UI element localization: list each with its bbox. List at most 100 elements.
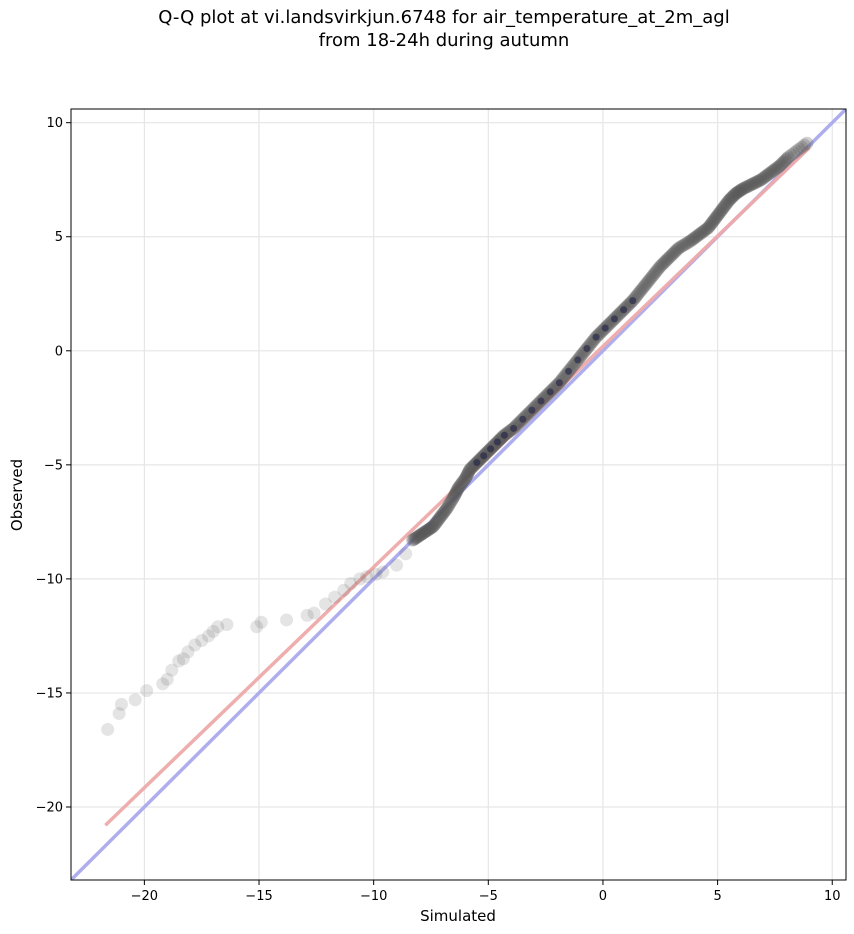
quantile-point-core bbox=[583, 345, 591, 353]
quantile-point bbox=[463, 462, 477, 476]
quantile-point bbox=[431, 513, 445, 527]
quantile-point bbox=[651, 263, 665, 277]
quantile-point bbox=[749, 175, 763, 189]
quantile-point bbox=[254, 615, 268, 629]
quantile-point bbox=[790, 144, 804, 158]
quantile-point bbox=[753, 173, 767, 187]
quantile-point-core bbox=[565, 367, 573, 375]
quantile-point bbox=[376, 565, 390, 579]
quantile-point bbox=[787, 146, 801, 160]
quantile-point bbox=[430, 514, 444, 528]
quantile-point bbox=[181, 645, 195, 659]
quantile-point bbox=[458, 472, 472, 486]
quantile-point bbox=[741, 179, 755, 193]
quantile-point bbox=[645, 269, 659, 283]
quantile-point bbox=[399, 547, 413, 561]
quantile-point-core bbox=[500, 431, 508, 439]
quantile-point bbox=[736, 182, 750, 196]
reference-lines bbox=[71, 109, 846, 880]
quantile-point bbox=[442, 498, 456, 512]
quantile-point bbox=[409, 531, 423, 545]
quantile-point bbox=[390, 558, 404, 572]
quantile-point bbox=[408, 532, 422, 546]
quantile-point bbox=[652, 261, 666, 275]
quantile-point bbox=[688, 230, 702, 244]
quantile-point bbox=[414, 527, 428, 541]
quantile-point bbox=[453, 478, 467, 492]
x-tick-label: −5 bbox=[479, 889, 498, 904]
quantile-point bbox=[691, 228, 705, 242]
quantile-point bbox=[369, 567, 383, 581]
quantile-point bbox=[758, 170, 772, 184]
x-tick-label: −10 bbox=[360, 889, 387, 904]
quantile-point bbox=[669, 244, 683, 258]
quantile-point bbox=[426, 519, 440, 533]
x-axis-ticks: −20 −15 −10 −5 0 5 10 bbox=[131, 880, 841, 904]
quantile-point bbox=[160, 672, 174, 686]
quantile-point bbox=[721, 195, 735, 209]
quantile-point bbox=[647, 268, 661, 282]
quantile-point bbox=[344, 576, 358, 590]
chart-title: Q-Q plot at vi.landsvirkjun.6748 for air… bbox=[0, 6, 854, 52]
quantile-point bbox=[763, 166, 777, 180]
quantile-point bbox=[704, 217, 718, 231]
quantile-point bbox=[435, 508, 449, 522]
quantile-point bbox=[726, 189, 740, 203]
quantile-point bbox=[740, 180, 754, 194]
quantile-point bbox=[439, 502, 453, 516]
quantile-point bbox=[112, 706, 126, 720]
quantile-point bbox=[670, 242, 684, 256]
quantile-point bbox=[188, 638, 202, 652]
quantile-point bbox=[434, 509, 448, 523]
quantile-point bbox=[769, 162, 783, 176]
quantile-point bbox=[732, 184, 746, 198]
quantile-point bbox=[716, 201, 730, 215]
quantile-point bbox=[448, 488, 462, 502]
quantile-point bbox=[731, 185, 745, 199]
quantile-point bbox=[660, 253, 674, 267]
quantile-point bbox=[656, 257, 670, 271]
quantile-point bbox=[449, 486, 463, 500]
quantile-point bbox=[665, 248, 679, 262]
quantile-point bbox=[697, 224, 711, 238]
quantile-point bbox=[745, 177, 759, 191]
quantile-point bbox=[635, 282, 649, 296]
quantile-point bbox=[433, 510, 447, 524]
quantile-point bbox=[725, 190, 739, 204]
quantile-point bbox=[444, 495, 458, 509]
quantile-point bbox=[638, 279, 652, 293]
quantile-point bbox=[156, 677, 170, 691]
quantile-point bbox=[684, 233, 698, 247]
quantile-point bbox=[280, 613, 294, 627]
quantile-point bbox=[765, 165, 779, 179]
y-tick-label: −10 bbox=[36, 572, 63, 587]
quantile-point bbox=[779, 153, 793, 167]
quantile-point bbox=[703, 218, 717, 232]
quantile-point bbox=[653, 259, 667, 273]
quantile-point bbox=[700, 222, 714, 236]
quantile-point bbox=[319, 597, 333, 611]
y-tick-label: 10 bbox=[46, 116, 63, 131]
quantile-point bbox=[419, 524, 433, 538]
quantile-point bbox=[797, 138, 811, 152]
quantile-point bbox=[720, 196, 734, 210]
quantile-point bbox=[436, 506, 450, 520]
quantile-point bbox=[176, 652, 190, 666]
y-axis-label: Observed bbox=[8, 459, 26, 531]
quantile-point bbox=[634, 284, 648, 298]
quantile-point bbox=[724, 191, 738, 205]
quantile-point bbox=[446, 491, 460, 505]
quantile-point bbox=[643, 272, 657, 286]
quantile-point bbox=[464, 461, 478, 475]
quantile-point bbox=[448, 487, 462, 501]
quantile-point bbox=[707, 213, 721, 227]
quantile-point bbox=[644, 271, 658, 285]
quantile-point bbox=[328, 590, 342, 604]
quantile-point bbox=[447, 490, 461, 504]
y-tick-label: −15 bbox=[36, 686, 63, 701]
quantile-point bbox=[750, 175, 764, 189]
quantile-point-core bbox=[487, 445, 495, 453]
quantile-point bbox=[128, 693, 142, 707]
quantile-point bbox=[411, 530, 425, 544]
